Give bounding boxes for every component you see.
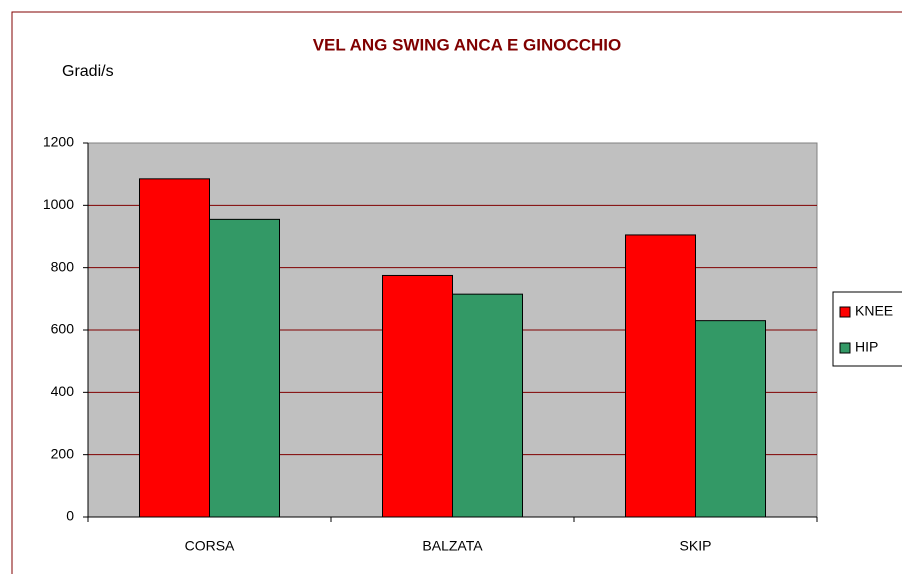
- y-tick-label: 200: [51, 445, 75, 461]
- legend-box: [832, 291, 902, 367]
- bar: [625, 234, 696, 518]
- legend-swatch: [839, 342, 851, 354]
- chart-title: VEL ANG SWING ANCA E GINOCCHIO: [313, 35, 622, 54]
- legend-label: KNEE: [855, 303, 893, 319]
- x-tick-label: BALZATA: [422, 538, 483, 554]
- bar: [452, 293, 523, 518]
- x-tick-label: CORSA: [185, 538, 235, 554]
- bar: [139, 178, 210, 518]
- legend-label: HIP: [855, 339, 878, 355]
- bar: [695, 320, 766, 518]
- x-tick-label: SKIP: [680, 538, 712, 554]
- y-axis-label: Gradi/s: [62, 63, 114, 80]
- y-tick-label: 1000: [43, 196, 74, 212]
- y-tick-label: 1200: [43, 134, 74, 150]
- y-tick-label: 0: [66, 508, 74, 524]
- bar: [209, 218, 280, 518]
- y-tick-label: 400: [51, 383, 75, 399]
- legend-swatch: [839, 306, 851, 318]
- bar: [382, 274, 453, 518]
- y-tick-label: 800: [51, 258, 75, 274]
- y-tick-label: 600: [51, 321, 75, 337]
